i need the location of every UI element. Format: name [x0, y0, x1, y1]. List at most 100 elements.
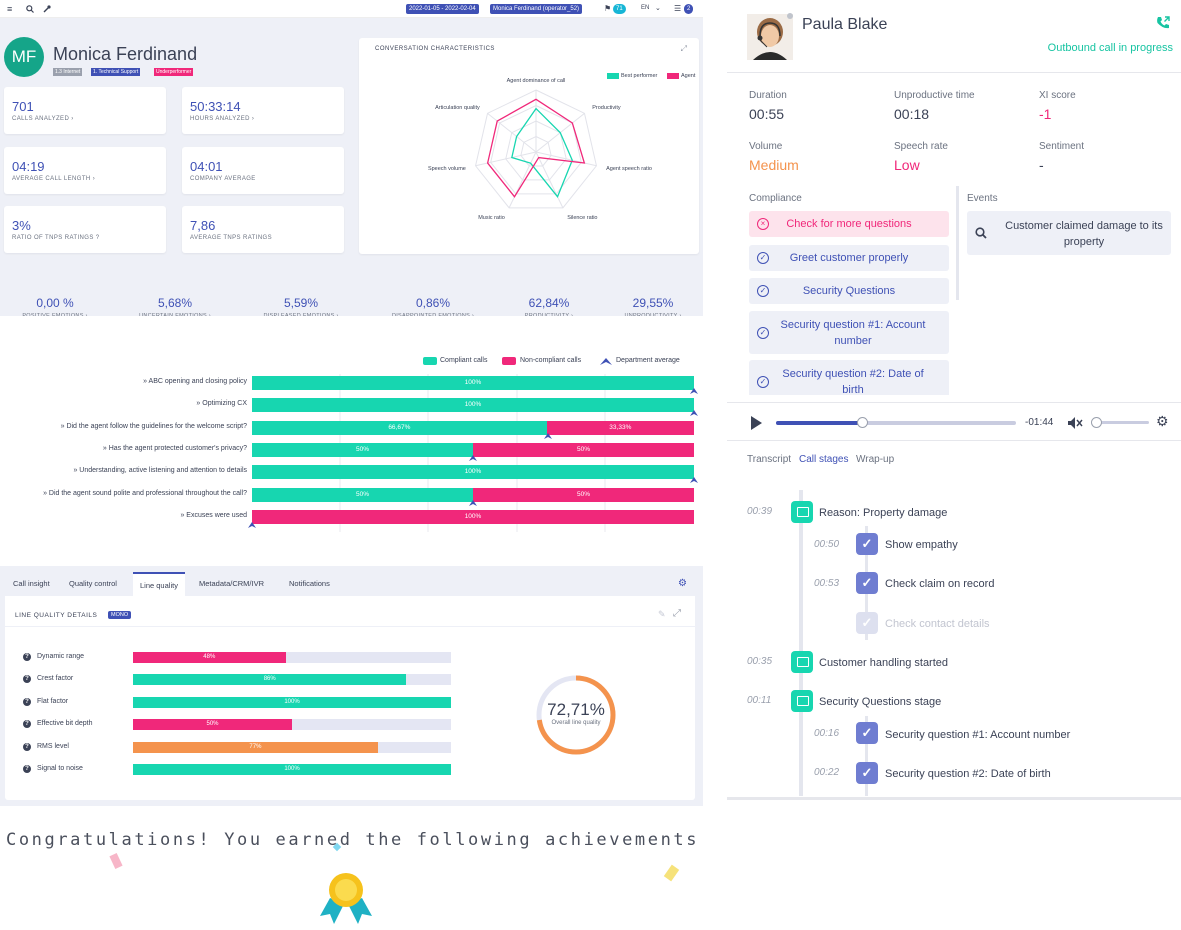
metric-unproductive-time: Unproductive time 00:18 — [894, 90, 975, 122]
tag-group: 1.3 Internet — [53, 68, 83, 76]
tab-quality-control[interactable]: Quality control — [69, 579, 117, 588]
settings-gear-icon[interactable]: ⚙ — [678, 578, 687, 589]
step-time: 00:53 — [814, 578, 840, 589]
help-icon[interactable]: ? — [23, 675, 31, 684]
compliant-bar[interactable]: 100% — [252, 465, 694, 480]
list-icon[interactable]: ☰ — [674, 4, 682, 13]
step-label: Check claim on record — [885, 578, 995, 590]
mute-icon[interactable] — [1067, 416, 1083, 430]
achievement-message: Congratulations! You earned the followin… — [6, 830, 700, 850]
line-quality-row: ? Effective bit depth 50% — [23, 719, 463, 731]
compliance-scrollbar[interactable] — [956, 186, 959, 300]
stat-card-calls[interactable]: 701 CALLS ANALYZED › — [4, 87, 166, 134]
checkbox-pending-icon[interactable]: ✓ — [856, 612, 878, 634]
radar-axis — [475, 151, 537, 167]
compliance-question: » ABC opening and closing policy — [143, 378, 247, 385]
overall-quality-gauge — [536, 675, 616, 755]
compliance-item-failed[interactable]: × Check for more questions — [749, 211, 949, 237]
compliance-question: » Understanding, active listening and at… — [73, 467, 247, 475]
legend-department-average: Department average — [616, 357, 680, 364]
metric-sentiment: Sentiment - — [1039, 141, 1085, 173]
expand-icon[interactable]: ⤢ — [673, 608, 681, 619]
compliant-bar[interactable]: 100% — [252, 398, 694, 413]
help-icon[interactable]: ? — [23, 742, 31, 751]
play-icon[interactable] — [749, 415, 763, 431]
tab-transcript[interactable]: Transcript — [747, 454, 792, 465]
department-average-marker — [248, 521, 256, 528]
stage-title[interactable]: Customer handling started — [819, 657, 949, 669]
menu-icon[interactable]: ≡ — [7, 4, 13, 14]
event-card[interactable]: Customer claimed damage to its property — [967, 211, 1171, 255]
legend-non-compliant: Non-compliant calls — [520, 357, 582, 364]
radar-axis-label: Articulation quality — [435, 105, 480, 111]
compliant-bar[interactable]: 50% — [252, 487, 473, 502]
tab-call-stages[interactable]: Call stages — [799, 454, 849, 465]
list-count-badge: 2 — [684, 4, 694, 14]
compliance-row: » Understanding, active listening and at… — [0, 465, 703, 484]
agent-filter[interactable]: Monica Ferdinand (operator_52) — [490, 4, 583, 14]
volume-handle[interactable] — [1091, 417, 1102, 428]
checkbox-checked-icon[interactable]: ✓ — [856, 722, 878, 744]
stage-title[interactable]: Security Questions stage — [819, 696, 942, 708]
language-selector[interactable]: EN — [641, 5, 650, 11]
metric-speech-rate: Speech rate Low — [894, 141, 948, 173]
checkbox-checked-icon[interactable]: ✓ — [856, 533, 878, 555]
compliant-bar[interactable]: 66,67% — [252, 420, 547, 435]
line-quality-panel: Call insight Quality control Line qualit… — [5, 572, 695, 800]
help-icon[interactable]: ? — [23, 697, 31, 706]
metric-name: ? Flat factor — [23, 697, 68, 706]
radar-axis — [535, 151, 597, 167]
help-icon[interactable]: ? — [23, 720, 31, 729]
events-heading: Events — [967, 193, 998, 204]
compliant-bar[interactable]: 100% — [252, 376, 694, 390]
playback-track[interactable] — [776, 417, 1016, 428]
chevron-down-icon[interactable]: ⌄ — [655, 5, 661, 12]
stat-card-hours[interactable]: 50:33:14 HOURS ANALYZED › — [182, 87, 344, 134]
search-icon[interactable] — [26, 5, 34, 13]
tab-wrap-up[interactable]: Wrap-up — [856, 454, 895, 465]
metric-name: ? Crest factor — [23, 675, 73, 684]
tab-metadata[interactable]: Metadata/CRM/IVR — [199, 579, 265, 588]
step-label: Security question #2: Date of birth — [885, 768, 1051, 780]
non-compliant-bar[interactable]: 50% — [473, 487, 694, 502]
wrench-icon[interactable] — [43, 5, 51, 13]
playback-handle[interactable] — [857, 417, 869, 428]
stage-title[interactable]: Reason: Property damage — [819, 507, 948, 519]
compliance-item-passed[interactable]: ✓ Greet customer properly — [749, 245, 949, 271]
playback-progress — [776, 421, 863, 425]
radar-axis-label: Agent speech ratio — [606, 166, 652, 172]
line-quality-row: ? Dynamic range 48% — [23, 652, 463, 664]
checkbox-checked-icon[interactable]: ✓ — [856, 762, 878, 784]
help-icon[interactable]: ? — [23, 653, 31, 661]
non-compliant-bar[interactable]: 100% — [252, 509, 694, 524]
pin-icon[interactable]: ✎ — [658, 609, 666, 619]
agent-overview: MF Monica Ferdinand 1.3 Internet 1. Tech… — [0, 18, 703, 319]
phone-outbound-icon[interactable] — [1155, 15, 1171, 31]
radar-axis — [508, 151, 537, 209]
compliance-item-passed[interactable]: ✓ Security question #1: Account number — [749, 311, 949, 354]
expand-icon[interactable]: ⤢ — [680, 44, 687, 53]
metric-bar-track: 100% — [133, 696, 451, 708]
gear-icon[interactable]: ⚙ — [1156, 413, 1169, 429]
stage-time: 00:39 — [747, 506, 773, 517]
checkbox-checked-icon[interactable]: ✓ — [856, 572, 878, 594]
chat-bubble-icon — [791, 501, 813, 523]
volume-slider[interactable] — [1091, 417, 1149, 428]
non-compliant-bar[interactable]: 50% — [473, 442, 694, 457]
tab-line-quality[interactable]: Line quality — [133, 572, 185, 596]
metric-bar-fill: 48% — [133, 652, 286, 663]
compliance-item-passed[interactable]: ✓ Security Questions — [749, 278, 949, 304]
date-range-filter[interactable]: 2022-01-05 - 2022-02-04 — [406, 4, 479, 14]
stat-card-tnps-ratio: 3% RATIO OF TNPS RATINGS ? — [4, 206, 166, 253]
flag-icon[interactable]: ⚑ — [604, 4, 612, 13]
stat-card-tnps-average: 7,86 AVERAGE TNPS RATINGS — [182, 206, 344, 253]
agent-name: Monica Ferdinand — [53, 44, 198, 64]
metric-bar-fill: 77% — [133, 741, 378, 753]
compliant-bar[interactable]: 50% — [252, 442, 473, 457]
help-icon[interactable]: ? — [23, 765, 31, 773]
stat-card-avg-length[interactable]: 04:19 AVERAGE CALL LENGTH › — [4, 147, 166, 194]
non-compliant-bar[interactable]: 33,33% — [546, 420, 694, 435]
compliance-item-passed[interactable]: ✓ Security question #2: Date of birth — [749, 360, 949, 395]
tab-call-insight[interactable]: Call insight — [13, 579, 50, 588]
tab-notifications[interactable]: Notifications — [289, 579, 330, 588]
